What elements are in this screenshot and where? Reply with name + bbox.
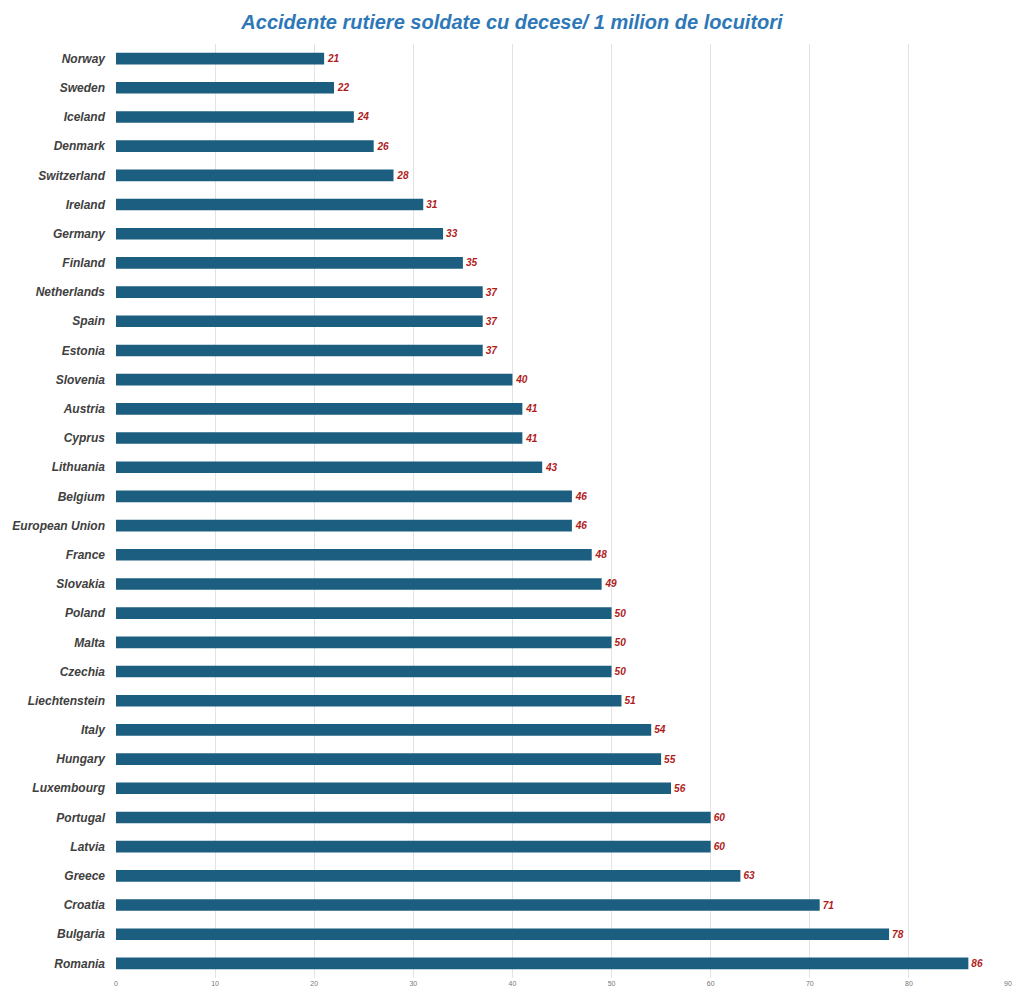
svg-text:50: 50 [615, 666, 627, 677]
svg-text:Cyprus: Cyprus [64, 431, 106, 445]
svg-text:86: 86 [971, 958, 983, 969]
svg-text:35: 35 [466, 257, 478, 268]
svg-text:Accidente rutiere soldate cu d: Accidente rutiere soldate cu decese/ 1 m… [240, 11, 783, 33]
svg-text:46: 46 [575, 491, 588, 502]
svg-text:50: 50 [615, 637, 627, 648]
svg-text:71: 71 [823, 900, 835, 911]
svg-text:80: 80 [905, 980, 913, 987]
svg-text:90: 90 [1004, 980, 1012, 987]
svg-text:Portugal: Portugal [56, 811, 105, 825]
svg-text:46: 46 [575, 520, 588, 531]
svg-text:26: 26 [376, 141, 389, 152]
svg-text:Malta: Malta [74, 636, 105, 650]
svg-text:Luxembourg: Luxembourg [32, 781, 105, 795]
svg-text:40: 40 [515, 374, 528, 385]
svg-text:30: 30 [409, 980, 417, 987]
svg-text:Liechtenstein: Liechtenstein [28, 694, 105, 708]
svg-text:Finland: Finland [62, 256, 105, 270]
svg-text:21: 21 [327, 53, 340, 64]
svg-text:50: 50 [615, 608, 627, 619]
svg-text:Romania: Romania [54, 957, 105, 971]
svg-text:Hungary: Hungary [56, 752, 106, 766]
svg-text:Croatia: Croatia [64, 898, 106, 912]
svg-text:Spain: Spain [72, 314, 105, 328]
svg-text:56: 56 [674, 783, 686, 794]
svg-text:Estonia: Estonia [62, 344, 106, 358]
svg-text:43: 43 [545, 462, 558, 473]
svg-text:28: 28 [396, 170, 409, 181]
svg-text:Lithuania: Lithuania [52, 460, 106, 474]
svg-text:49: 49 [604, 578, 617, 589]
svg-text:Iceland: Iceland [64, 110, 106, 124]
svg-text:Switzerland: Switzerland [38, 169, 105, 183]
svg-text:Slovakia: Slovakia [56, 577, 105, 591]
svg-text:Netherlands: Netherlands [36, 285, 106, 299]
svg-text:Greece: Greece [64, 869, 105, 883]
svg-text:37: 37 [486, 287, 499, 298]
svg-text:Sweden: Sweden [60, 81, 105, 95]
svg-text:Poland: Poland [65, 606, 106, 620]
svg-text:37: 37 [486, 345, 499, 356]
svg-text:63: 63 [743, 870, 755, 881]
svg-text:Slovenia: Slovenia [56, 373, 106, 387]
svg-text:Bulgaria: Bulgaria [57, 927, 105, 941]
svg-text:50: 50 [608, 980, 616, 987]
svg-text:41: 41 [525, 433, 538, 444]
svg-text:20: 20 [310, 980, 318, 987]
svg-text:60: 60 [714, 812, 726, 823]
svg-text:France: France [66, 548, 106, 562]
svg-text:37: 37 [486, 316, 499, 327]
svg-text:Austria: Austria [63, 402, 106, 416]
svg-text:Ireland: Ireland [66, 198, 106, 212]
svg-text:Italy: Italy [81, 723, 106, 737]
svg-text:24: 24 [357, 111, 370, 122]
svg-text:60: 60 [714, 841, 726, 852]
svg-text:40: 40 [509, 980, 517, 987]
svg-text:70: 70 [806, 980, 814, 987]
svg-text:60: 60 [707, 980, 715, 987]
svg-text:41: 41 [525, 403, 538, 414]
svg-text:Czechia: Czechia [60, 665, 106, 679]
svg-text:54: 54 [654, 724, 666, 735]
svg-text:33: 33 [446, 228, 458, 239]
svg-text:Latvia: Latvia [70, 840, 105, 854]
svg-text:0: 0 [114, 980, 118, 987]
svg-text:European Union: European Union [12, 519, 105, 533]
svg-text:Germany: Germany [53, 227, 106, 241]
svg-text:55: 55 [664, 754, 676, 765]
svg-text:48: 48 [595, 549, 608, 560]
svg-text:Belgium: Belgium [58, 490, 106, 504]
svg-text:31: 31 [426, 199, 438, 210]
svg-text:Norway: Norway [62, 52, 107, 66]
svg-text:22: 22 [337, 82, 350, 93]
svg-text:51: 51 [624, 695, 636, 706]
svg-text:10: 10 [211, 980, 219, 987]
svg-text:Denmark: Denmark [54, 139, 107, 153]
svg-text:78: 78 [892, 929, 904, 940]
